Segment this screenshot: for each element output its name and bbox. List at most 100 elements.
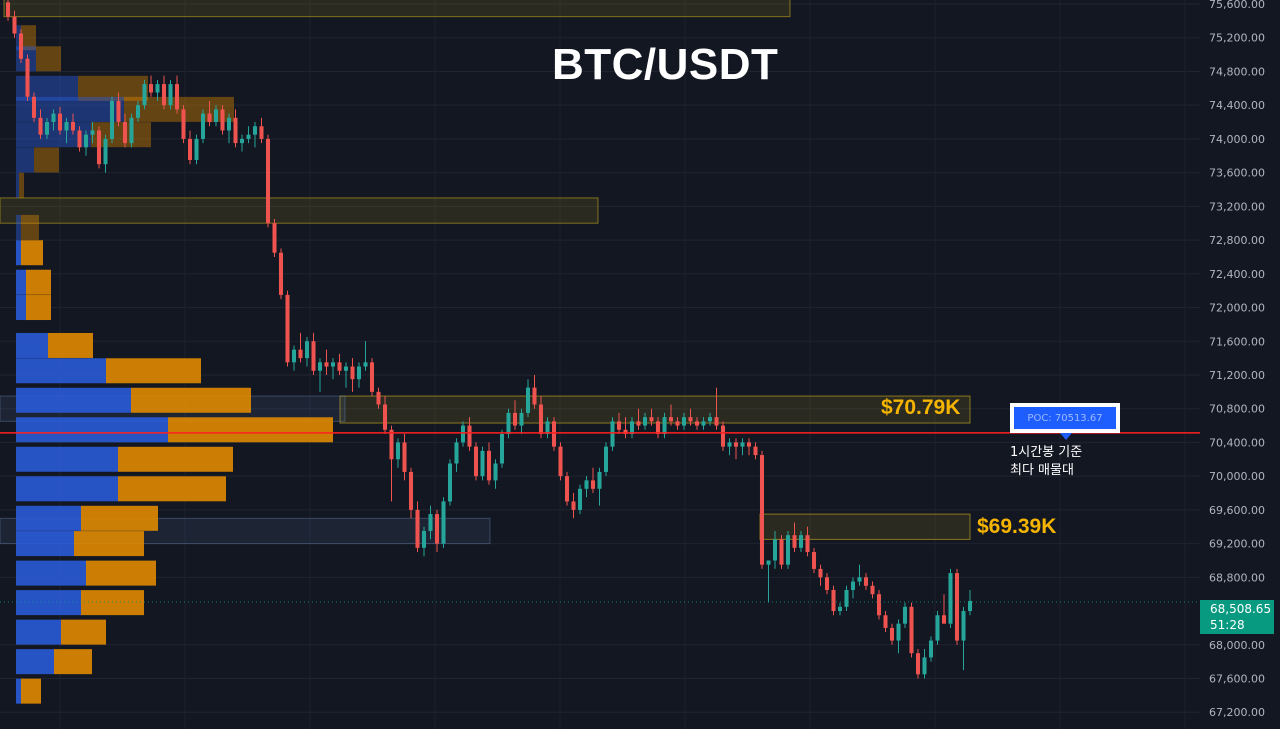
vp-sell-5 [34, 147, 59, 173]
candle-body-113 [740, 442, 745, 447]
candle-body-122 [798, 535, 804, 548]
candle-body-66 [434, 514, 440, 544]
candle-body-46 [304, 341, 310, 359]
y-tick-10: 71,600.00 [1209, 335, 1265, 348]
y-tick-16: 69,200.00 [1209, 538, 1265, 551]
candle-body-85 [558, 446, 563, 477]
candle-body-26 [174, 84, 180, 110]
candle-body-112 [733, 442, 739, 447]
candle-body-147 [961, 611, 966, 641]
vp-buy-7 [16, 214, 21, 240]
vp-sell-1 [36, 46, 61, 72]
countdown: 51:28 [1210, 618, 1245, 632]
vp-buy-15 [16, 446, 118, 472]
candle-body-71 [467, 425, 472, 447]
vp-buy-18 [16, 531, 74, 557]
candle-body-107 [701, 421, 706, 426]
candle-body-109 [714, 417, 719, 426]
y-tick-14: 70,000.00 [1209, 470, 1265, 483]
vp-sell-10 [26, 295, 51, 321]
candle-body-137 [896, 623, 901, 641]
vp-sell-21 [61, 619, 106, 645]
annotation-zone-1 [759, 513, 971, 540]
candle-body-134 [876, 594, 882, 616]
candle-body-48 [317, 362, 323, 371]
vp-sell-22 [54, 649, 92, 675]
candle-body-70 [460, 425, 466, 443]
candle-body-27 [181, 109, 186, 139]
candle-body-8 [57, 113, 63, 131]
vp-buy-10 [16, 295, 26, 321]
candle-body-90 [590, 480, 596, 489]
candle-body-140 [915, 653, 921, 675]
vp-sell-2 [78, 75, 148, 101]
candle-body-119 [779, 539, 784, 565]
candle-body-96 [629, 421, 635, 434]
candle-body-103 [675, 421, 680, 426]
candle-body-64 [421, 530, 427, 548]
candle-body-4 [31, 96, 37, 118]
candle-body-84 [551, 421, 557, 447]
vp-buy-0 [16, 25, 21, 51]
candle-body-73 [480, 450, 485, 477]
vp-sell-9 [26, 269, 51, 295]
candle-body-99 [649, 417, 654, 422]
candle-body-78 [512, 412, 518, 426]
candle-body-104 [681, 417, 687, 426]
y-tick-13: 70,400.00 [1209, 436, 1265, 449]
y-tick-9: 72,000.00 [1209, 302, 1265, 315]
candle-body-80 [525, 387, 531, 413]
candle-body-97 [636, 421, 641, 426]
candle-body-98 [642, 417, 648, 426]
candle-body-19 [129, 117, 134, 144]
candle-body-89 [584, 480, 589, 489]
y-tick-17: 68,800.00 [1209, 571, 1265, 584]
candle-body-35 [233, 117, 238, 144]
y-tick-12: 70,800.00 [1209, 403, 1265, 416]
candle-body-53 [350, 366, 355, 380]
candle-body-143 [935, 615, 940, 641]
candle-body-3 [25, 58, 30, 97]
poc-label-box: POC: 70513.67 [1010, 403, 1120, 433]
candle-body-40 [265, 138, 271, 224]
vp-buy-11 [16, 332, 48, 358]
candle-body-72 [473, 446, 479, 477]
chart-title: BTC/USDT [552, 40, 779, 89]
y-tick-5: 73,600.00 [1209, 167, 1265, 180]
vp-buy-14 [16, 417, 168, 443]
candle-body-146 [954, 573, 960, 641]
vp-sell-14 [168, 417, 333, 443]
poc-note: 1시간봉 기준 최다 매물대 [1010, 444, 1082, 480]
annotation-zone-0 [339, 395, 971, 424]
candle-body-10 [70, 122, 76, 131]
candle-body-67 [441, 501, 446, 544]
y-tick-0: 75,600.00 [1209, 0, 1265, 11]
vp-buy-20 [16, 590, 81, 616]
vp-sell-12 [106, 358, 201, 384]
candle-body-92 [603, 446, 609, 472]
y-tick-2: 74,800.00 [1209, 65, 1265, 78]
candle-body-52 [343, 366, 349, 371]
vp-sell-7 [21, 214, 39, 240]
candle-body-120 [785, 535, 791, 565]
candle-body-124 [811, 552, 817, 569]
candle-body-13 [90, 130, 95, 135]
candle-body-28 [187, 138, 193, 160]
candle-body-114 [746, 442, 752, 447]
candle-body-17 [116, 100, 121, 123]
candle-body-135 [883, 615, 888, 628]
candle-body-47 [311, 341, 316, 371]
candle-body-115 [753, 446, 758, 456]
poc-pointer [1060, 433, 1072, 440]
candle-body-38 [252, 126, 258, 135]
candle-body-91 [597, 471, 602, 489]
candle-body-141 [922, 657, 927, 675]
candle-body-22 [148, 84, 154, 93]
candle-body-75 [493, 463, 498, 481]
candle-body-88 [577, 488, 583, 510]
candle-body-68 [447, 463, 453, 502]
y-tick-18: 68,000.00 [1209, 639, 1265, 652]
candle-body-0 [5, 2, 11, 17]
candle-body-83 [545, 421, 550, 434]
